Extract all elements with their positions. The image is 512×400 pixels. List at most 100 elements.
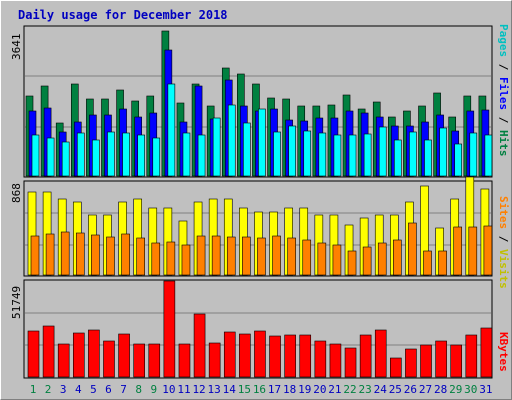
day-label: 21 bbox=[328, 383, 341, 396]
sites-bar bbox=[408, 222, 417, 276]
kbytes-bar bbox=[465, 334, 478, 378]
day-label: 30 bbox=[464, 383, 477, 396]
pages-bar bbox=[363, 133, 372, 177]
kbytes-bar bbox=[299, 334, 312, 378]
sites-bar bbox=[151, 242, 161, 276]
kbytes-bar bbox=[359, 334, 372, 378]
pages-bar bbox=[92, 139, 100, 177]
kbytes-bar bbox=[42, 325, 55, 378]
pages-bar bbox=[288, 125, 296, 177]
kbytes-bar bbox=[178, 343, 191, 378]
pages-bar bbox=[182, 132, 191, 177]
kbytes-bar bbox=[148, 343, 161, 378]
pages-bar bbox=[348, 134, 357, 177]
kbytes-bar bbox=[103, 340, 115, 378]
visits-sites-legend: Sites / Visits bbox=[497, 196, 510, 289]
pages-bar bbox=[76, 132, 85, 177]
sites-bar bbox=[438, 250, 447, 276]
pages-bar bbox=[31, 134, 40, 177]
pages-bar bbox=[152, 137, 161, 177]
sites-bar bbox=[30, 235, 40, 276]
day-label: 10 bbox=[162, 383, 175, 396]
kbytes-bar bbox=[329, 343, 342, 378]
pages-bar bbox=[243, 122, 251, 177]
pages-bar bbox=[46, 137, 55, 177]
sites-bar bbox=[136, 237, 145, 276]
kbytes-bar bbox=[163, 280, 176, 378]
day-label: 28 bbox=[434, 383, 447, 396]
pages-bar bbox=[303, 130, 312, 177]
sites-bar bbox=[453, 226, 463, 276]
sites-bar bbox=[242, 236, 251, 276]
day-label: 14 bbox=[223, 383, 237, 396]
pages-bar bbox=[258, 108, 266, 177]
kbytes-bar bbox=[344, 347, 357, 378]
kbytes-bar bbox=[284, 334, 296, 378]
pages-bar bbox=[484, 134, 493, 177]
day-label: 11 bbox=[177, 383, 190, 396]
day-label: 22 bbox=[343, 383, 356, 396]
pages-bar bbox=[439, 127, 447, 177]
day-label: 12 bbox=[192, 383, 205, 396]
sites-bar bbox=[106, 236, 115, 276]
day-label: 31 bbox=[479, 383, 492, 396]
hits-max-label: 3641 bbox=[10, 33, 23, 61]
kbytes-bar bbox=[193, 313, 206, 378]
day-label: 16 bbox=[253, 383, 266, 396]
pages-bar bbox=[137, 134, 145, 177]
sites-bar bbox=[181, 244, 191, 276]
pages-bar bbox=[318, 132, 327, 177]
pages-bar bbox=[333, 134, 342, 177]
kbytes-bar bbox=[72, 332, 85, 378]
pages-bar bbox=[167, 83, 176, 177]
sites-bar bbox=[287, 237, 296, 276]
pages-bar bbox=[122, 132, 130, 177]
day-label: 9 bbox=[150, 383, 157, 396]
legend-entry: Files bbox=[497, 77, 510, 111]
pages-bar bbox=[227, 104, 236, 177]
kbytes-bar bbox=[314, 340, 327, 378]
kbytes-bar bbox=[374, 329, 387, 378]
day-label: 20 bbox=[313, 383, 326, 396]
pages-bar bbox=[212, 117, 221, 177]
day-label: 1 bbox=[30, 383, 37, 396]
day-label: 23 bbox=[359, 383, 372, 396]
chart-title: Daily usage for December 2018 bbox=[18, 8, 228, 22]
day-label: 2 bbox=[45, 383, 52, 396]
legend-entry: Sites bbox=[497, 196, 510, 230]
pages-bar bbox=[273, 131, 281, 177]
kbytes-bar bbox=[57, 343, 70, 378]
day-label: 6 bbox=[105, 383, 112, 396]
sites-bar bbox=[272, 235, 281, 276]
legend-entry: / bbox=[497, 57, 510, 77]
legend-entry: / bbox=[497, 229, 510, 249]
sites-bar bbox=[257, 237, 266, 276]
sites-bar bbox=[332, 244, 342, 276]
kbytes-bar bbox=[254, 330, 266, 378]
day-label: 29 bbox=[449, 383, 462, 396]
kbytes-bar bbox=[133, 343, 145, 378]
kbytes-legend: KBytes bbox=[497, 332, 510, 372]
pages-bar bbox=[61, 141, 70, 177]
kbytes-bar bbox=[435, 340, 447, 378]
kbytes-bar bbox=[405, 348, 417, 378]
day-label: 8 bbox=[135, 383, 142, 396]
day-label: 19 bbox=[298, 383, 311, 396]
sites-bar bbox=[45, 233, 55, 276]
sites-bar bbox=[196, 235, 206, 276]
kbytes-bar bbox=[450, 344, 463, 378]
day-label: 25 bbox=[389, 383, 402, 396]
sites-bar bbox=[60, 231, 70, 276]
kbytes-bar bbox=[118, 333, 130, 378]
kbytes-bar bbox=[390, 357, 402, 378]
pages-bar bbox=[469, 132, 478, 177]
kbytes-bar bbox=[239, 333, 251, 378]
sites-bar bbox=[483, 225, 493, 276]
sites-bar bbox=[226, 236, 236, 276]
sites-bar bbox=[317, 242, 327, 276]
sites-bar bbox=[302, 239, 312, 276]
sites-bar bbox=[377, 242, 387, 276]
day-label: 27 bbox=[419, 383, 432, 396]
kbytes-bar bbox=[88, 329, 100, 378]
legend-entry: Pages bbox=[497, 24, 510, 58]
